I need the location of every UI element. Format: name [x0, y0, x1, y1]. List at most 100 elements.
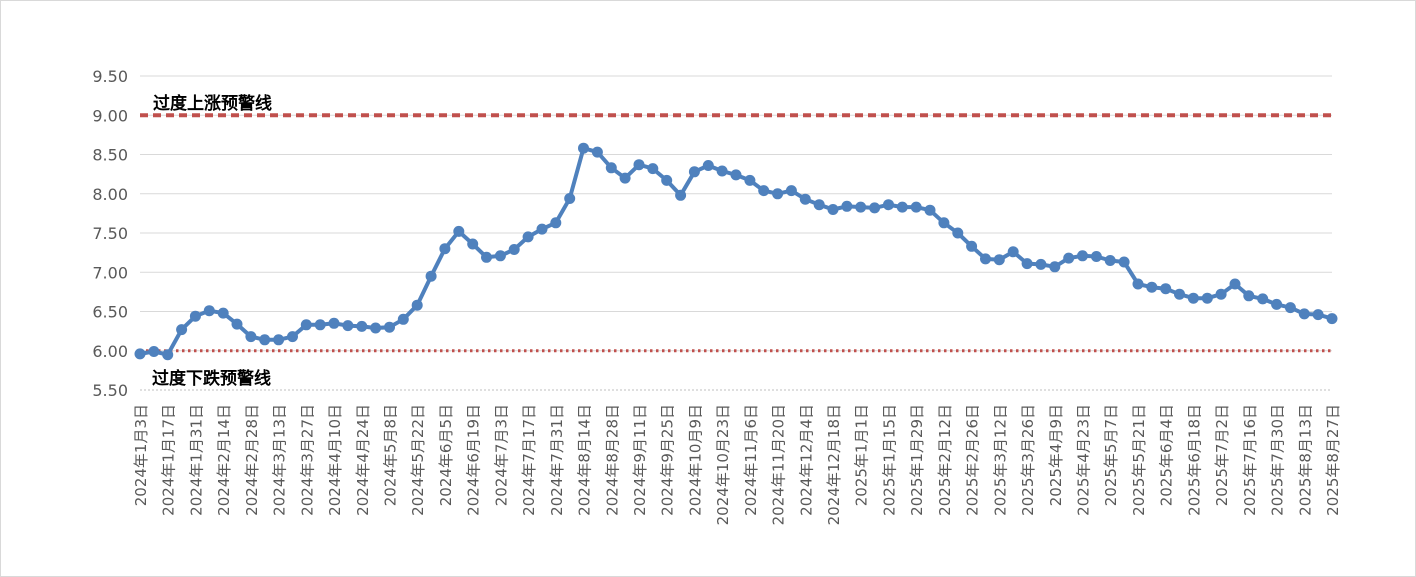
x-tick-label: 2025年7月30日 — [1269, 404, 1287, 516]
data-point — [1201, 292, 1213, 304]
x-tick-label: 2024年11月6日 — [742, 404, 760, 516]
data-point — [1049, 261, 1061, 273]
data-point — [217, 307, 229, 319]
x-tick-label: 2024年9月11日 — [631, 404, 649, 516]
data-point — [591, 146, 603, 158]
x-tick-label: 2025年2月12日 — [936, 404, 954, 516]
data-point — [869, 202, 881, 214]
y-tick-label: 7.00 — [92, 263, 128, 282]
data-point — [855, 201, 867, 213]
data-point — [1132, 278, 1144, 290]
data-point — [1146, 281, 1158, 293]
data-point — [508, 244, 520, 255]
x-tick-label: 2024年4月10日 — [326, 404, 344, 516]
data-point — [785, 185, 797, 197]
x-tick-label: 2024年4月24日 — [354, 404, 372, 516]
data-point — [314, 319, 326, 331]
x-tick-label: 2025年2月26日 — [964, 404, 982, 516]
data-point — [384, 321, 395, 333]
data-point — [688, 166, 700, 178]
x-tick-label: 2024年3月27日 — [298, 404, 316, 516]
x-tick-label: 2024年8月14日 — [576, 404, 594, 516]
data-point — [772, 188, 784, 200]
x-tick-label: 2025年7月16日 — [1241, 404, 1259, 516]
y-tick-label: 9.50 — [92, 67, 128, 86]
x-tick-label: 2025年6月4日 — [1158, 404, 1176, 506]
gridlines — [140, 75, 1332, 391]
data-point — [1174, 288, 1185, 300]
data-point — [176, 324, 188, 336]
x-tick-label: 2024年5月22日 — [409, 404, 427, 516]
x-tick-label: 2024年6月19日 — [465, 404, 483, 516]
x-tick-label: 2024年7月31日 — [548, 404, 566, 516]
y-tick-label: 6.50 — [92, 303, 128, 322]
data-point — [1298, 308, 1310, 320]
data-point — [453, 225, 465, 237]
x-tick-label: 2024年10月9日 — [686, 404, 704, 516]
x-tick-label: 2024年11月20日 — [770, 404, 788, 525]
data-point — [1271, 298, 1283, 310]
data-point — [993, 254, 1005, 266]
data-point — [259, 334, 271, 346]
y-tick-label: 8.00 — [92, 185, 128, 204]
data-point — [439, 243, 451, 255]
y-tick-label: 7.50 — [92, 224, 128, 243]
data-point — [730, 169, 742, 181]
data-point — [1118, 256, 1130, 268]
data-point — [1215, 288, 1227, 300]
data-point — [148, 346, 160, 357]
data-point — [522, 231, 534, 243]
data-point — [245, 331, 257, 343]
data-point — [550, 217, 562, 229]
data-point — [1243, 290, 1255, 302]
data-point — [896, 201, 908, 213]
data-point — [647, 163, 659, 175]
data-point — [966, 240, 978, 252]
x-tick-label: 2025年5月21日 — [1130, 404, 1148, 516]
data-point — [397, 313, 409, 325]
data-point — [952, 227, 964, 239]
x-tick-label: 2025年8月13日 — [1296, 404, 1314, 516]
data-point — [813, 199, 825, 211]
data-point — [300, 319, 312, 331]
x-tick-label: 2025年3月12日 — [991, 404, 1009, 516]
data-point — [481, 251, 492, 263]
data-point — [799, 193, 811, 205]
data-point — [1229, 278, 1241, 290]
data-point — [1160, 283, 1172, 295]
data-point — [883, 199, 894, 211]
data-point — [633, 159, 645, 171]
x-tick-label: 2024年5月8日 — [381, 404, 399, 506]
x-tick-label: 2024年12月18日 — [825, 404, 843, 525]
data-point — [1021, 258, 1033, 270]
x-tick-label: 2024年12月4日 — [797, 404, 815, 516]
y-tick-label: 8.50 — [92, 146, 128, 165]
x-tick-label: 2025年5月7日 — [1102, 404, 1120, 506]
x-tick-label: 2025年8月27日 — [1324, 404, 1342, 516]
data-point — [287, 331, 298, 343]
x-tick-label: 2025年7月2日 — [1213, 404, 1231, 506]
data-point — [1063, 252, 1075, 264]
data-point — [273, 334, 285, 346]
data-point — [578, 142, 589, 154]
data-point — [328, 317, 340, 329]
data-point — [1007, 246, 1019, 258]
lower-warning-label: 过度下跌预警线 — [152, 368, 271, 389]
x-tick-label: 2024年9月25日 — [659, 404, 677, 516]
data-point — [494, 250, 506, 262]
data-point — [1312, 309, 1324, 321]
data-point — [1187, 292, 1199, 304]
warning-lines — [140, 113, 1332, 353]
data-point — [425, 270, 437, 282]
data-point — [370, 322, 382, 334]
data-point — [661, 174, 673, 186]
data-series — [134, 142, 1338, 361]
x-tick-label: 2024年6月5日 — [437, 404, 455, 506]
y-tick-label: 6.00 — [92, 342, 128, 361]
x-tick-label: 2025年3月26日 — [1019, 404, 1037, 516]
data-point — [1090, 251, 1102, 262]
x-tick-label: 2025年6月18日 — [1185, 404, 1203, 516]
data-point — [702, 160, 714, 171]
data-point — [564, 193, 576, 204]
